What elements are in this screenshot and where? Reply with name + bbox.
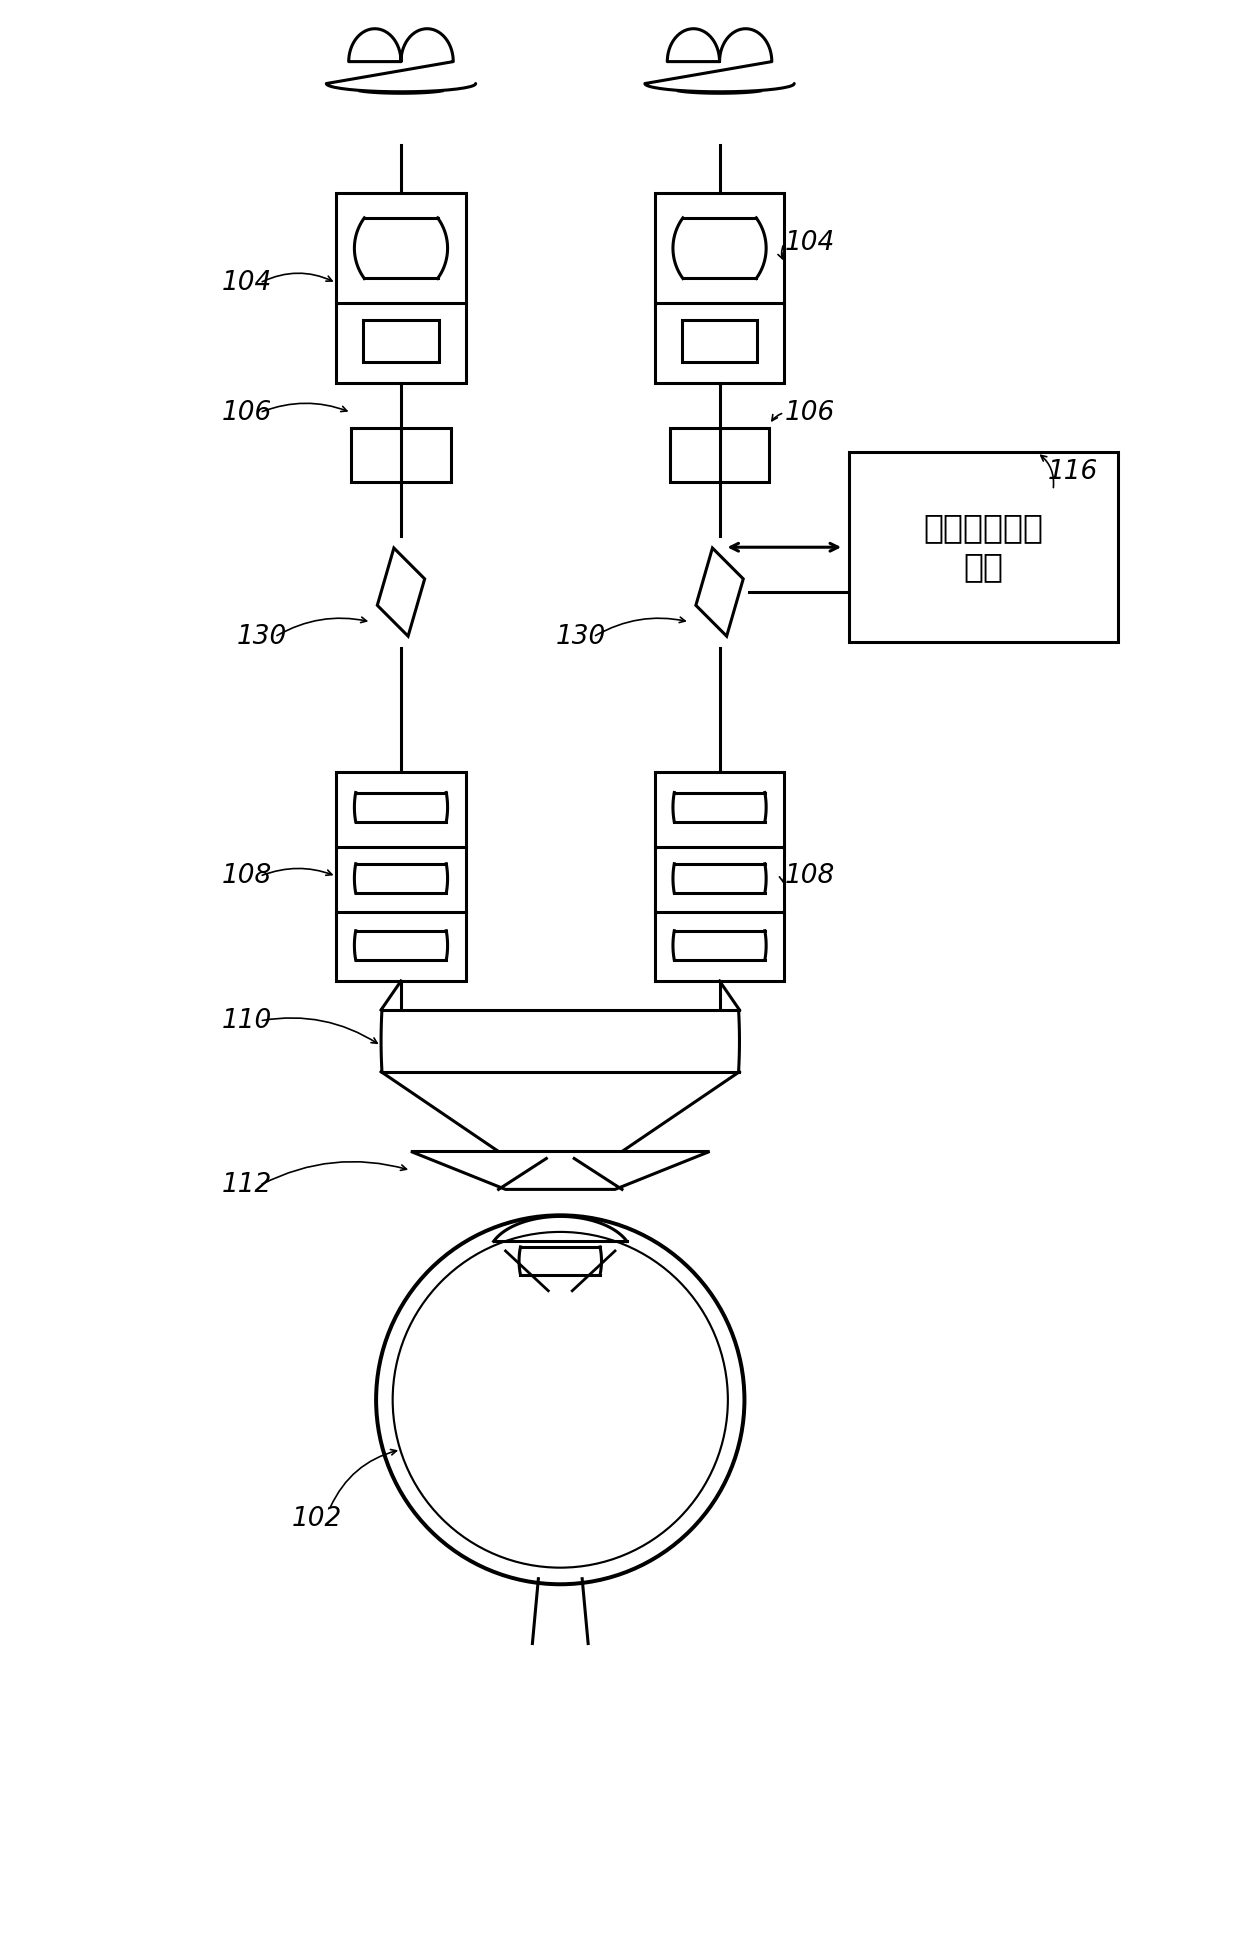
Polygon shape (377, 548, 424, 636)
Bar (682, 320, 758, 361)
Bar (670, 427, 769, 482)
Bar (336, 771, 466, 981)
Text: 102: 102 (291, 1506, 342, 1532)
Bar (351, 427, 451, 482)
Text: 104: 104 (784, 230, 835, 256)
Text: 116: 116 (1048, 458, 1099, 486)
Circle shape (376, 1215, 744, 1584)
Text: 108: 108 (222, 862, 272, 890)
Polygon shape (696, 548, 743, 636)
Text: 130: 130 (556, 624, 605, 650)
Bar (849, 453, 1117, 642)
Bar (363, 320, 439, 361)
Text: 108: 108 (784, 862, 835, 890)
Bar (655, 771, 784, 981)
Bar (336, 193, 466, 382)
Text: 104: 104 (222, 269, 272, 297)
Text: 106: 106 (222, 400, 272, 425)
Text: 130: 130 (237, 624, 286, 650)
Polygon shape (410, 1151, 709, 1190)
Text: 112: 112 (222, 1173, 272, 1198)
Text: 实时数据投影
单元: 实时数据投影 单元 (924, 511, 1043, 583)
Text: 110: 110 (222, 1009, 272, 1034)
Text: 106: 106 (784, 400, 835, 425)
Bar (655, 193, 784, 382)
